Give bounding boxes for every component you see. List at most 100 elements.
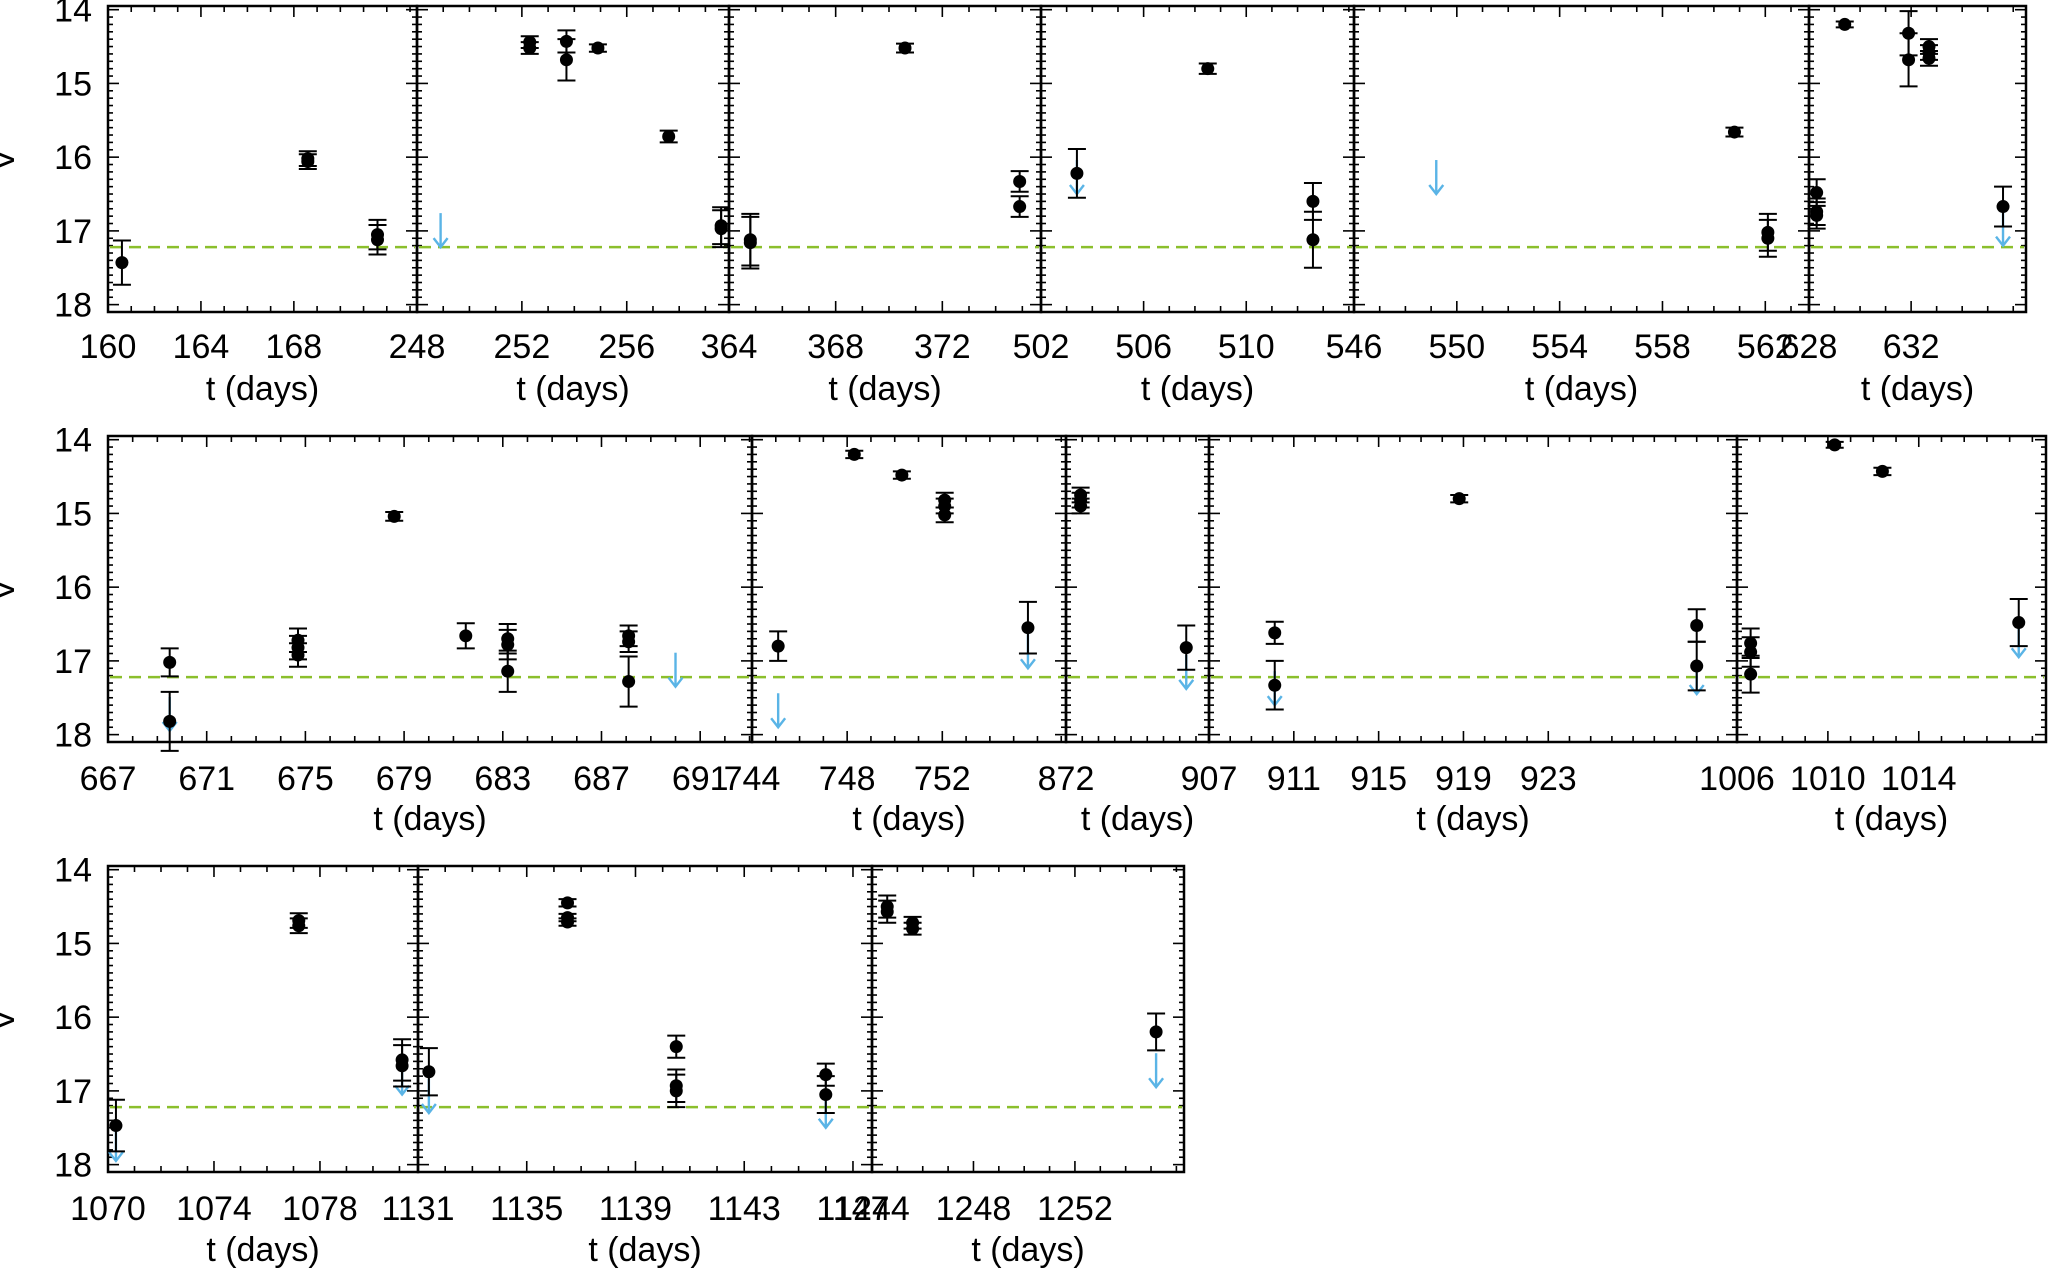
x-tick-label: 364 <box>701 328 758 366</box>
panel-frame <box>106 434 754 744</box>
data-point <box>619 655 638 708</box>
y-tick-label: 14 <box>54 0 92 30</box>
data-marker <box>622 635 636 649</box>
data-point <box>903 921 922 936</box>
data-point <box>1198 62 1217 76</box>
panel-frame <box>1352 4 1811 314</box>
data-marker <box>422 1065 436 1079</box>
x-tick-label: 252 <box>494 328 551 366</box>
data-point <box>1450 492 1469 506</box>
panel-r3-p2 <box>416 864 874 1174</box>
y-tick-label: 14 <box>54 422 92 460</box>
panel-frame <box>416 864 874 1174</box>
panel-r3-p1 <box>106 864 420 1174</box>
upper-limit-arrow <box>432 213 449 250</box>
panel-frame <box>1207 434 1739 744</box>
data-marker <box>163 714 177 728</box>
data-marker <box>847 447 861 461</box>
data-marker <box>1996 200 2010 214</box>
data-marker <box>1690 659 1704 673</box>
data-marker <box>1810 186 1824 200</box>
panel-frame <box>1807 4 2028 314</box>
x-tick-label: 1248 <box>936 1190 1012 1228</box>
data-point <box>1010 195 1029 218</box>
x-tick-label: 744 <box>724 760 781 798</box>
upper-limit-head <box>420 1103 437 1115</box>
data-point <box>845 447 864 461</box>
panel-frame <box>106 864 420 1174</box>
y-tick-label: 18 <box>54 717 92 755</box>
y-tick-label: 15 <box>54 925 92 963</box>
x-axis-title: t (days) <box>1835 800 1948 838</box>
x-tick-label: 691 <box>672 760 729 798</box>
x-tick-label: 248 <box>389 328 446 366</box>
data-point <box>1147 1012 1166 1052</box>
y-tick-label: 16 <box>54 139 92 177</box>
data-marker <box>898 41 912 55</box>
data-point <box>557 38 576 82</box>
data-marker <box>669 1084 683 1098</box>
x-tick-label: 911 <box>1267 760 1321 798</box>
data-point <box>1725 125 1744 139</box>
data-point <box>298 153 317 170</box>
data-point <box>1899 32 1918 88</box>
data-marker <box>559 53 573 67</box>
data-marker <box>1306 194 1320 208</box>
panel-frame <box>727 4 1043 314</box>
data-marker <box>819 1068 833 1082</box>
panel-r2-p1 <box>106 434 754 752</box>
data-marker <box>1070 166 1084 180</box>
x-tick-label: 1006 <box>1699 760 1775 798</box>
x-tick-label: 550 <box>1428 328 1485 366</box>
data-point <box>1010 170 1029 193</box>
upper-limit-arrow <box>1148 1053 1165 1090</box>
upper-limit-head <box>1688 684 1705 697</box>
data-marker <box>938 508 952 522</box>
panel-frame <box>1039 4 1356 314</box>
data-point <box>1687 640 1706 692</box>
data-marker <box>880 905 894 919</box>
x-tick-label: 923 <box>1520 760 1577 798</box>
data-point <box>160 647 179 678</box>
data-point <box>160 690 179 752</box>
data-marker <box>2012 616 2026 630</box>
data-marker <box>714 222 728 236</box>
x-tick-label: 1139 <box>599 1190 672 1228</box>
data-marker <box>1268 678 1282 692</box>
panel-r2-p4 <box>1207 434 1739 744</box>
x-tick-label: 683 <box>474 760 531 798</box>
x-axis-title: t (days) <box>1081 800 1194 838</box>
x-axis-title: t (days) <box>828 370 941 408</box>
data-marker <box>1690 618 1704 632</box>
x-tick-label: 667 <box>80 760 137 798</box>
x-tick-label: 1010 <box>1790 760 1866 798</box>
data-point <box>769 630 788 662</box>
x-tick-label: 671 <box>178 760 235 798</box>
y-axis-title: V <box>0 578 22 601</box>
upper-limit-head <box>770 717 787 730</box>
x-tick-label: 256 <box>598 328 655 366</box>
x-tick-label: 558 <box>1634 328 1691 366</box>
panel-r3-p3 <box>870 864 1186 1174</box>
x-tick-label: 510 <box>1218 328 1275 366</box>
data-point <box>1303 210 1322 269</box>
data-marker <box>115 256 129 270</box>
data-point <box>878 899 897 924</box>
data-marker <box>1306 233 1320 247</box>
panel-r1-p5 <box>1352 4 1811 314</box>
upper-limit-arrow <box>770 693 787 730</box>
data-point <box>1687 608 1706 643</box>
data-point <box>892 468 911 482</box>
data-point <box>1071 497 1090 515</box>
x-tick-label: 872 <box>1038 760 1095 798</box>
x-tick-label: 502 <box>1013 328 1070 366</box>
x-axis-title: t (days) <box>588 1231 701 1268</box>
data-point <box>1835 17 1854 31</box>
data-point <box>498 649 517 693</box>
y-tick-label: 17 <box>54 643 92 681</box>
data-point <box>1873 464 1892 478</box>
panel-frame <box>106 4 419 314</box>
x-tick-label: 554 <box>1531 328 1588 366</box>
x-tick-label: 919 <box>1435 760 1492 798</box>
data-point <box>112 239 131 286</box>
